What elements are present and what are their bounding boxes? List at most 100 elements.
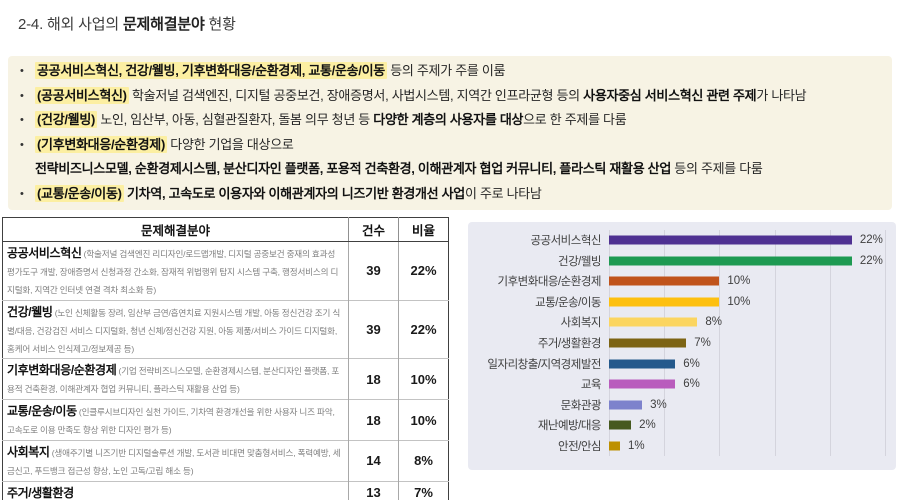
- chart-category-label: 안전/안심: [557, 440, 602, 453]
- count-cell: 39: [348, 299, 399, 359]
- bullet-text: 전략비즈니스모델, 순환경제시스템, 분산디자인 플랫폼, 포용적 건축환경, …: [35, 161, 763, 176]
- bullet-line: • (기후변화대응/순환경제) 다양한 기업을 대상으로: [20, 133, 880, 158]
- chart-bar: [609, 338, 687, 348]
- chart-category-label: 기후변화대응/순환경제: [497, 276, 602, 289]
- bullet-text: (공공서비스혁신) 학술저널 검색엔진, 디지털 공중보건, 장애증명서, 사법…: [35, 86, 807, 104]
- table-header-row: 문제해결분야 건수 비율: [2, 217, 449, 242]
- count-cell: 18: [348, 358, 399, 400]
- chart-value-label: 6%: [683, 378, 700, 391]
- chart-category-label: 교통/운송/이동: [535, 296, 601, 309]
- col-header-category: 문제해결분야: [2, 217, 349, 242]
- category-description: (기업 전략비즈니스모델, 순환경제시스템, 분산디자인 플랫폼, 포용적 건축…: [7, 366, 340, 395]
- count-cell: 39: [348, 241, 399, 301]
- bullet-line: • (공공서비스혁신) 학술저널 검색엔진, 디지털 공중보건, 장애증명서, 사…: [20, 84, 880, 109]
- bullet-text: 공공서비스혁신, 건강/웰빙, 기후변화대응/순환경제, 교통/운송/이동 등의…: [35, 62, 506, 79]
- table-row: 공공서비스혁신 (학술저널 검색엔진 리디자인/로드맵개발, 디지털 공중보건 …: [2, 241, 449, 301]
- category-description: (생애주기별 니즈기반 디지털솔루션 개발, 도서관 비대면 맞춤형서비스, 폭…: [7, 448, 341, 476]
- gridline: [829, 230, 831, 456]
- chart-category-label: 일자리창출/지역경제발전: [487, 358, 601, 371]
- count-cell: 18: [348, 399, 399, 441]
- category-cell: 건강/웰빙 (노인 신체활동 장려, 임산부 금연/흡연치료 지원시스템 개발,…: [2, 299, 349, 359]
- ratio-cell: 7%: [398, 480, 449, 500]
- bar-chart-panel: 공공서비스혁신 22% 건강/웰빙 22% 기후변화대응/순환경제 10% 교통/운송/이동…: [468, 222, 896, 470]
- chart-value-label: 10%: [727, 275, 751, 288]
- chart-value-label: 1%: [628, 439, 645, 452]
- chart-row: 사회복지 8%: [468, 312, 896, 333]
- chart-row: 교육 6%: [468, 374, 896, 395]
- chart-value-label: 10%: [727, 295, 751, 308]
- chart-bar-track: 10%: [609, 271, 885, 292]
- bullet-line: 전략비즈니스모델, 순환경제시스템, 분산디자인 플랫폼, 포용적 건축환경, …: [20, 157, 880, 182]
- chart-bar-track: 7%: [609, 333, 885, 354]
- chart-category-label: 문화관광: [560, 399, 602, 412]
- bullet-text: (기후변화대응/순환경제) 다양한 기업을 대상으로: [35, 135, 294, 153]
- chart-bar: [609, 441, 621, 451]
- chart-bar-track: 2%: [609, 415, 885, 436]
- bullet-line: • (건강/웰빙) 노인, 임산부, 아동, 심혈관질환자, 돌봄 의무 청년 등…: [20, 108, 880, 133]
- bullet-marker: •: [20, 89, 24, 102]
- category-cell: 사회복지 (생애주기별 니즈기반 디지털솔루션 개발, 도서관 비대면 맞춤형서…: [2, 440, 349, 482]
- chart-bar: [609, 276, 720, 286]
- category-cell: 공공서비스혁신 (학술저널 검색엔진 리디자인/로드맵개발, 디지털 공중보건 …: [2, 241, 349, 301]
- chart-bar: [609, 317, 698, 327]
- chart-bar-track: 6%: [609, 353, 885, 374]
- category-name: 기후변화대응/순환경제: [7, 363, 117, 378]
- chart-category-label: 교육: [580, 379, 602, 392]
- chart-rows: 공공서비스혁신 22% 건강/웰빙 22% 기후변화대응/순환경제 10% 교통/운송/이동…: [468, 230, 896, 456]
- chart-value-label: 2%: [639, 419, 656, 432]
- category-cell: 교통/운송/이동 (인클루시브디자인 실천 가이드, 기차역 환경개선을 위한 …: [2, 399, 349, 441]
- category-cell: 주거/생활환경: [2, 480, 349, 500]
- table-row: 건강/웰빙 (노인 신체활동 장려, 임산부 금연/흡연치료 지원시스템 개발,…: [2, 299, 449, 359]
- ratio-cell: 22%: [398, 241, 449, 301]
- chart-row: 일자리창출/지역경제발전 6%: [468, 353, 896, 374]
- table-row: 사회복지 (생애주기별 니즈기반 디지털솔루션 개발, 도서관 비대면 맞춤형서…: [2, 440, 449, 482]
- ratio-cell: 8%: [398, 440, 449, 482]
- chart-bar-track: 3%: [609, 394, 885, 415]
- page-title-bold: 문제해결분야: [122, 16, 205, 33]
- table-row: 교통/운송/이동 (인클루시브디자인 실천 가이드, 기차역 환경개선을 위한 …: [2, 399, 449, 441]
- bullet-line: • 공공서비스혁신, 건강/웰빙, 기후변화대응/순환경제, 교통/운송/이동 등…: [20, 59, 880, 84]
- chart-category-label: 사회복지: [560, 317, 602, 330]
- ratio-cell: 10%: [398, 358, 449, 400]
- bullet-marker: [20, 157, 35, 182]
- chart-value-label: 22%: [859, 254, 883, 267]
- table-row: 주거/생활환경 13 7%: [2, 480, 449, 500]
- chart-value-label: 8%: [705, 316, 722, 329]
- gridline: [774, 230, 776, 456]
- bullet-line: • (교통/운송/이동) 기차역, 고속도로 이용자와 이해관계자의 니즈기반 환…: [20, 182, 880, 207]
- category-name: 공공서비스혁신: [7, 246, 82, 260]
- chart-bar-track: 8%: [609, 312, 885, 333]
- chart-category-label: 주거/생활환경: [537, 338, 602, 350]
- table-row: 기후변화대응/순환경제 (기업 전략비즈니스모델, 순환경제시스템, 분산디자인…: [2, 358, 449, 400]
- chart-bar-track: 10%: [609, 292, 885, 313]
- col-header-count: 건수: [348, 217, 399, 242]
- chart-bar-track: 1%: [609, 435, 885, 456]
- ratio-cell: 22%: [398, 299, 449, 359]
- col-header-ratio: 비율: [398, 217, 449, 242]
- gridline: [885, 230, 886, 456]
- chart-value-label: 6%: [683, 357, 700, 370]
- category-description: (학술저널 검색엔진 리디자인/로드맵개발, 디지털 공중보건 중재의 효과성 …: [7, 249, 339, 295]
- bullet-text: (교통/운송/이동) 기차역, 고속도로 이용자와 이해관계자의 니즈기반 환경…: [35, 184, 542, 202]
- chart-value-label: 22%: [859, 234, 883, 247]
- chart-bar-track: 22%: [609, 251, 885, 272]
- chart-bar: [609, 297, 720, 307]
- bullet-marker: •: [20, 114, 24, 126]
- chart-row: 재난예방/대응 2%: [468, 415, 896, 436]
- chart-category-label: 건강/웰빙: [557, 255, 602, 268]
- bullet-marker: •: [20, 138, 24, 151]
- category-description: (인클루시브디자인 실천 가이드, 기차역 환경개선을 위한 사용자 니즈 파악…: [7, 407, 335, 436]
- category-name: 주거/생활환경: [7, 485, 74, 500]
- count-cell: 14: [348, 440, 399, 482]
- chart-row: 기후변화대응/순환경제 10%: [468, 271, 896, 292]
- chart-row: 공공서비스혁신 22%: [468, 230, 896, 251]
- problem-area-table: 문제해결분야 건수 비율 공공서비스혁신 (학술저널 검색엔진 리디자인/로드맵…: [2, 217, 449, 500]
- chart-bar: [609, 379, 676, 389]
- chart-value-label: 3%: [650, 398, 667, 411]
- gridline: [719, 230, 721, 456]
- category-name: 건강/웰빙: [7, 304, 53, 319]
- chart-bar-track: 22%: [609, 230, 885, 251]
- category-description: (노인 신체활동 장려, 임산부 금연/흡연치료 지원시스템 개발, 아동 정신…: [7, 307, 341, 354]
- category-name: 사회복지: [7, 445, 50, 460]
